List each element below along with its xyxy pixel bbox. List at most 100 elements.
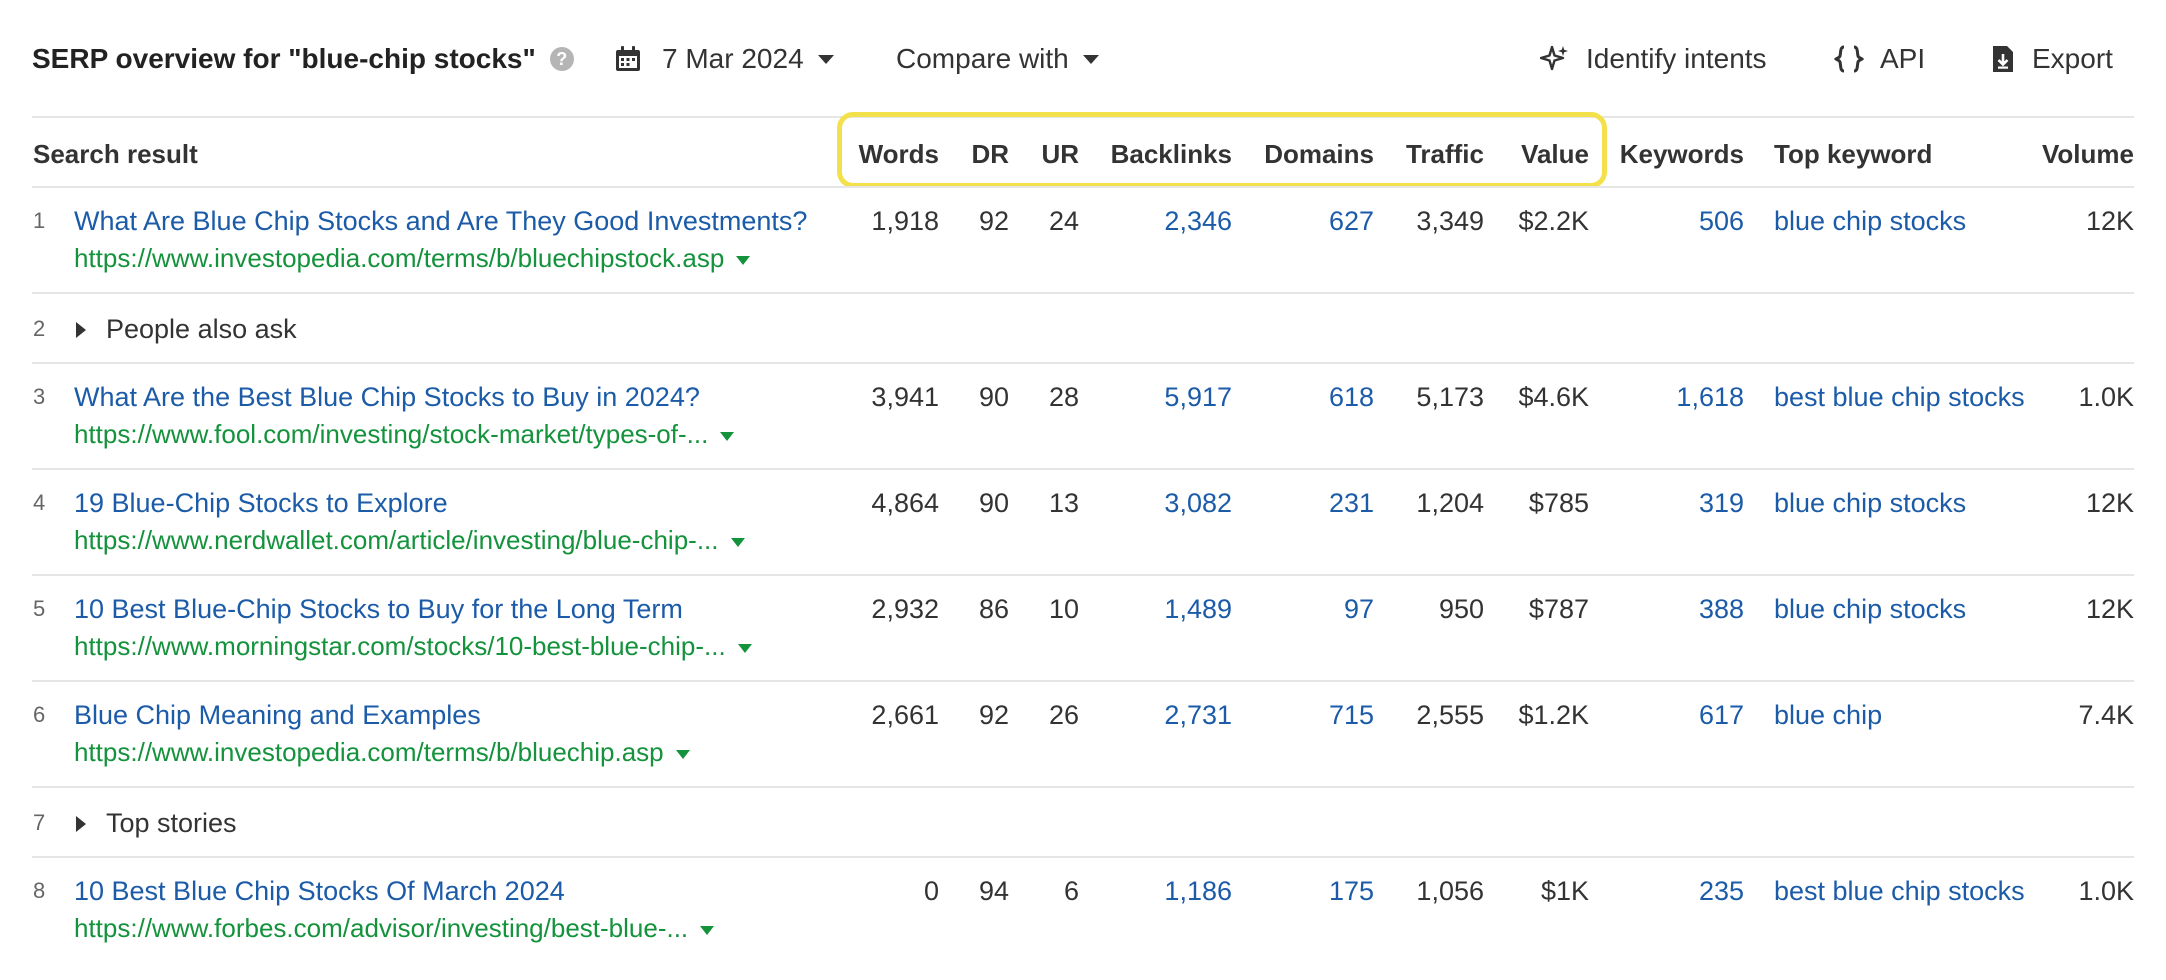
col-ur[interactable]: UR [1041, 139, 1079, 169]
result-title-link[interactable]: 19 Blue-Chip Stocks to Explore [74, 488, 448, 518]
backlinks-link[interactable]: 1,186 [1164, 876, 1232, 906]
backlinks-link[interactable]: 2,731 [1164, 700, 1232, 730]
domains-link[interactable]: 715 [1328, 700, 1374, 730]
domains-link[interactable]: 618 [1328, 382, 1374, 412]
volume-value: 12K [2085, 594, 2134, 624]
backlinks-link[interactable]: 1,489 [1164, 594, 1232, 624]
backlinks-link[interactable]: 2,346 [1164, 206, 1232, 236]
words-value: 4,864 [871, 488, 939, 518]
table-row: 1 What Are Blue Chip Stocks and Are They… [0, 186, 2166, 292]
result-url-link[interactable]: https://www.nerdwallet.com/article/inves… [74, 525, 745, 556]
chevron-down-icon[interactable] [730, 538, 745, 547]
date-label: 7 Mar 2024 [662, 43, 804, 74]
api-button[interactable]: API [1834, 40, 1925, 78]
page-title: SERP overview for "blue-chip stocks" ? [32, 40, 574, 78]
value-value: $2.2K [1518, 206, 1589, 236]
value-value: $1.2K [1518, 700, 1589, 730]
col-dr[interactable]: DR [971, 139, 1009, 169]
keywords-link[interactable]: 617 [1698, 700, 1744, 730]
top-keyword-link[interactable]: blue chip stocks [1774, 206, 1967, 236]
col-words[interactable]: Words [858, 139, 939, 169]
people-also-ask-toggle[interactable]: People also ask [76, 314, 297, 345]
words-value: 3,941 [871, 382, 939, 412]
page-title-text: SERP overview for "blue-chip stocks" [32, 43, 536, 74]
col-value[interactable]: Value [1521, 139, 1589, 169]
col-top-keyword[interactable]: Top keyword [1774, 139, 1933, 169]
traffic-value: 1,204 [1416, 488, 1484, 518]
col-keywords[interactable]: Keywords [1619, 139, 1744, 169]
domains-link[interactable]: 97 [1343, 594, 1374, 624]
top-keyword-link[interactable]: blue chip stocks [1774, 488, 1967, 518]
table-row: 4 19 Blue-Chip Stocks to Explore https:/… [0, 468, 2166, 574]
dr-value: 90 [978, 488, 1009, 518]
domains-link[interactable]: 627 [1328, 206, 1374, 236]
volume-value: 1.0K [2078, 382, 2134, 412]
top-keyword-link[interactable]: best blue chip stocks [1774, 382, 2025, 412]
chevron-down-icon[interactable] [737, 644, 752, 653]
keywords-link[interactable]: 235 [1698, 876, 1744, 906]
result-url-link[interactable]: https://www.forbes.com/advisor/investing… [74, 913, 715, 944]
col-domains[interactable]: Domains [1264, 139, 1374, 169]
divider [32, 574, 2134, 576]
chevron-down-icon[interactable] [700, 926, 715, 935]
top-stories-label: Top stories [106, 808, 237, 838]
result-title-link[interactable]: Blue Chip Meaning and Examples [74, 700, 481, 730]
backlinks-link[interactable]: 3,082 [1164, 488, 1232, 518]
export-icon [1993, 46, 2013, 72]
chevron-down-icon[interactable] [720, 432, 735, 441]
compare-label: Compare with [896, 43, 1069, 74]
dr-value: 86 [978, 594, 1009, 624]
keywords-link[interactable]: 388 [1698, 594, 1744, 624]
compare-with-dropdown[interactable]: Compare with [896, 40, 1099, 78]
divider [32, 186, 2134, 188]
ur-value: 24 [1048, 206, 1079, 236]
top-keyword-link[interactable]: blue chip [1774, 700, 1883, 730]
ur-value: 26 [1048, 700, 1079, 730]
ur-value: 6 [1063, 876, 1079, 906]
words-value: 2,661 [871, 700, 939, 730]
people-also-ask-label: People also ask [106, 314, 297, 344]
volume-value: 12K [2085, 488, 2134, 518]
result-title-link[interactable]: 10 Best Blue-Chip Stocks to Buy for the … [74, 594, 683, 624]
top-keyword-link[interactable]: best blue chip stocks [1774, 876, 2025, 906]
chevron-down-icon[interactable] [736, 256, 751, 265]
col-traffic[interactable]: Traffic [1405, 139, 1484, 169]
traffic-value: 1,056 [1416, 876, 1484, 906]
keywords-link[interactable]: 319 [1698, 488, 1744, 518]
chevron-down-icon [817, 54, 834, 64]
result-url-link[interactable]: https://www.investopedia.com/terms/b/blu… [74, 243, 751, 274]
date-picker[interactable]: 7 Mar 2024 [614, 40, 834, 78]
top-stories-toggle[interactable]: Top stories [76, 808, 237, 839]
help-icon[interactable]: ? [549, 47, 574, 71]
col-search-result[interactable]: Search result [33, 139, 198, 169]
result-url-link[interactable]: https://www.fool.com/investing/stock-mar… [74, 419, 735, 450]
domains-link[interactable]: 231 [1328, 488, 1374, 518]
ur-value: 13 [1048, 488, 1079, 518]
backlinks-link[interactable]: 5,917 [1164, 382, 1232, 412]
result-title-link[interactable]: 10 Best Blue Chip Stocks Of March 2024 [74, 876, 565, 906]
result-url-link[interactable]: https://www.morningstar.com/stocks/10-be… [74, 631, 752, 662]
domains-link[interactable]: 175 [1328, 876, 1374, 906]
result-url-text: https://www.investopedia.com/terms/b/blu… [74, 737, 664, 767]
volume-value: 12K [2085, 206, 2134, 236]
result-url-link[interactable]: https://www.investopedia.com/terms/b/blu… [74, 737, 690, 768]
row-number: 8 [33, 878, 46, 903]
result-url-text: https://www.fool.com/investing/stock-mar… [74, 419, 709, 449]
identify-intents-button[interactable]: Identify intents [1540, 40, 1767, 78]
export-button[interactable]: Export [1990, 40, 2113, 78]
result-url-text: https://www.morningstar.com/stocks/10-be… [74, 631, 726, 661]
row-number: 7 [33, 810, 46, 835]
keywords-link[interactable]: 1,618 [1676, 382, 1744, 412]
top-keyword-link[interactable]: blue chip stocks [1774, 594, 1967, 624]
result-title-link[interactable]: What Are the Best Blue Chip Stocks to Bu… [74, 382, 700, 412]
table-row: 5 10 Best Blue-Chip Stocks to Buy for th… [0, 574, 2166, 680]
triangle-right-icon [76, 321, 86, 338]
col-volume[interactable]: Volume [2042, 139, 2134, 169]
col-backlinks[interactable]: Backlinks [1110, 139, 1232, 169]
words-value: 0 [923, 876, 939, 906]
traffic-value: 3,349 [1416, 206, 1484, 236]
result-title-link[interactable]: What Are Blue Chip Stocks and Are They G… [74, 206, 808, 236]
chevron-down-icon[interactable] [675, 750, 690, 759]
row-number: 5 [33, 596, 46, 621]
keywords-link[interactable]: 506 [1698, 206, 1744, 236]
